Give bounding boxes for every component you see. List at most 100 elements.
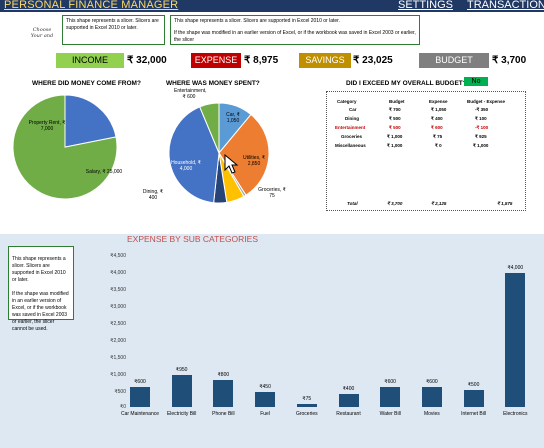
row-budget: ₹ 1,000 [387,134,403,139]
bar-value-label: ₹600 [426,378,438,385]
y-tick: ₹3,500 [110,287,126,293]
bar-value-label: ₹75 [302,396,312,403]
budget-kpi-label: BUDGET [419,53,489,68]
expense-pie-label-household: Household, ₹ 4,000 [171,160,201,172]
x-category-label: Groceries [295,411,318,417]
row-diff: ₹ 100 [475,116,487,121]
bar-water-bill[interactable] [380,386,401,407]
pie-slice-5[interactable] [168,106,220,204]
slicer-note-line2: If the shape was modified in an earlier … [174,30,416,43]
x-category-label: Water Bill [379,411,401,417]
y-tick: ₹4,000 [110,270,126,276]
row-diff: -₹ 100 [475,125,489,130]
bar-phone-bill[interactable] [213,380,234,407]
header-category: Category [337,99,357,104]
total-budget: ₹ 3,700 [387,201,403,206]
income-pie-chart[interactable] [10,92,120,202]
bar-value-label: ₹600 [384,378,396,385]
table-row: Entertainment ₹ 500 ₹ 600 -₹ 100 [327,124,527,132]
slicer-note-wide[interactable]: This shape represents a slicer. Slicers … [170,15,420,45]
bar-electronics[interactable] [505,272,526,407]
row-budget: ₹ 500 [389,116,401,121]
top-bar [0,0,544,12]
y-tick: ₹2,000 [110,338,126,344]
bar-value-label: ₹4,000 [507,264,524,271]
row-budget: ₹ 700 [389,107,401,112]
y-tick: ₹1,500 [110,355,126,361]
table-row: Dining ₹ 500 ₹ 400 ₹ 100 [327,115,527,123]
slicer-note-small[interactable]: This shape represents a slicer. Slicers … [62,15,165,45]
y-tick: ₹3,000 [110,304,126,310]
row-expense: ₹ 1,050 [431,107,447,112]
bar-fuel[interactable] [255,391,276,407]
income-pie-label-salary: Salary, ₹ 25,000 [85,169,123,175]
expense-pie-label-utilities: Utilities, ₹ 2,850 [242,155,266,167]
y-tick: ₹1,000 [110,372,126,378]
bar-electricity-bill[interactable] [171,375,192,407]
settings-link[interactable]: SETTINGS [398,0,454,11]
month-slicer[interactable]: Choose Your and [30,27,54,39]
pie-slice-1[interactable] [64,94,117,148]
slicer-note-line1: This shape represents a slicer. Slicers … [174,18,340,24]
y-tick: ₹500 [114,389,126,395]
total-category: Total [347,201,358,206]
row-diff: ₹ 925 [475,134,487,139]
savings-kpi-value: ₹ 23,025 [353,55,393,66]
row-diff: ₹ 1,000 [473,143,489,148]
header-expense: Expense [429,99,448,104]
row-category: Miscellaneous [335,143,366,148]
expense-kpi-label: EXPENSE [191,53,241,68]
bar-value-label: ₹800 [217,372,230,379]
category-slicer-note[interactable]: This shape represents a slicer. Slicers … [8,246,74,332]
budget-comparison-table: Category Budget Expense Budget - Expense… [326,91,526,211]
header-budget: Budget [389,99,405,104]
budget-exceeded-badge: No [464,77,488,86]
bar-value-label: ₹950 [175,367,188,374]
income-pie-label-rent: Property Rent, ₹ 7,000 [28,120,66,132]
row-category: Groceries [341,134,363,139]
budget-kpi-value: ₹ 3,700 [492,55,527,66]
bar-car-maintenance[interactable] [130,386,150,407]
x-category-label: Fuel [260,411,270,417]
bar-groceries[interactable] [296,404,317,407]
expense-pie-label-dining: Dining, ₹ 400 [142,189,164,201]
expense-subcategory-panel [0,234,544,448]
budget-section-title: DID I EXCEED MY OVERALL BUDGET? [346,80,467,87]
header-diff: Budget - Expense [467,99,506,104]
row-expense: ₹ 0 [435,143,442,148]
x-category-label: Movies [423,411,440,417]
y-tick: ₹4,500 [110,253,126,259]
transactions-link[interactable]: TRANSACTIONS [467,0,544,11]
row-expense: ₹ 600 [431,125,443,130]
expense-pie-label-car: Car, ₹ 1,050 [226,112,240,124]
bar-internet-bill[interactable] [463,390,484,407]
subcategory-chart-title: EXPENSE BY SUB CATEGORIES [127,234,259,244]
bar-movies[interactable] [421,386,442,407]
expense-pie-label-entertainment: Entertainment, ₹ 600 [174,88,207,100]
total-diff: ₹ 1,575 [497,201,513,206]
y-tick: ₹2,500 [110,321,126,327]
row-diff: -₹ 350 [475,107,489,112]
category-slicer-note-text: This shape represents a slicer. Slicers … [12,256,69,332]
table-row: Groceries ₹ 1,000 ₹ 75 ₹ 925 [327,133,527,141]
mouse-cursor-icon [224,154,239,174]
budget-table-header: Category Budget Expense Budget - Expense [327,98,527,106]
x-category-label: Internet Bill [461,411,487,417]
x-category-label: Restaurant [336,411,361,417]
slicer-note-text: This shape represents a slicer. Slicers … [66,18,159,31]
pie-slice-1[interactable] [218,113,270,196]
bar-restaurant[interactable] [338,393,359,407]
table-row: Miscellaneous ₹ 1,000 ₹ 0 ₹ 1,000 [327,142,527,150]
expense-kpi-value: ₹ 8,975 [244,55,279,66]
x-category-label: Phone Bill [212,411,235,417]
row-category: Entertainment [335,125,366,130]
x-category-label: Electricity Bill [166,411,197,417]
y-tick: ₹0 [120,404,126,410]
bar-value-label: ₹400 [342,385,355,392]
total-expense: ₹ 2,125 [431,201,447,206]
x-category-label: Electronics [503,411,528,417]
row-category: Dining [345,116,359,121]
income-kpi-label: INCOME [56,53,124,68]
pie-slice-6[interactable] [199,102,220,154]
table-total-row: Total ₹ 3,700 ₹ 2,125 ₹ 1,575 [327,200,527,208]
